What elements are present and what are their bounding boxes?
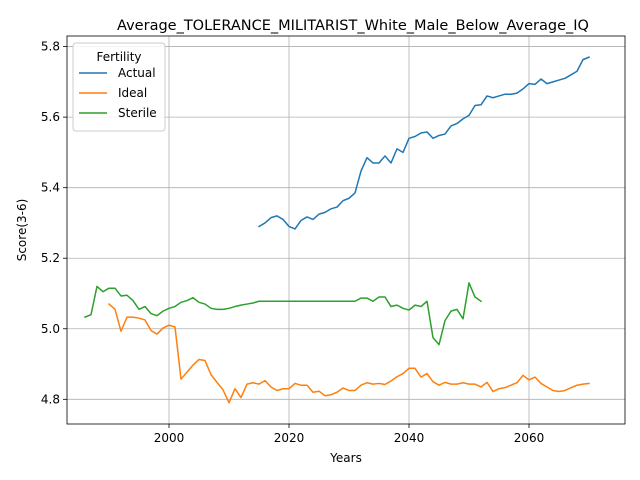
data-series: [84, 56, 590, 404]
y-tick-label: 5.8: [41, 40, 60, 54]
x-tick-label: 2060: [514, 431, 545, 445]
legend-title: Fertility: [96, 50, 141, 64]
y-tick-label: 5.2: [41, 251, 60, 265]
x-tick-label: 2000: [154, 431, 185, 445]
series-line-ideal: [107, 303, 590, 404]
y-tick-label: 5.6: [41, 110, 60, 124]
legend: Fertility Actual Ideal Sterile: [72, 42, 166, 132]
series-line-actual: [257, 56, 590, 230]
y-tick-label: 4.8: [41, 392, 60, 406]
y-tick-label: 5.0: [41, 322, 60, 336]
x-tick-label: 2020: [274, 431, 305, 445]
x-tick-label: 2040: [394, 431, 425, 445]
series-line-sterile: [84, 282, 483, 346]
chart-title: Average_TOLERANCE_MILITARIST_White_Male_…: [117, 18, 589, 34]
x-axis-label: Years: [329, 451, 362, 465]
legend-box: [72, 42, 166, 132]
legend-label-sterile: Sterile: [118, 106, 157, 120]
axis-ticks: 2000 2020 2040 2060 4.8 5.0 5.2 5.4 5.6 5.8: [41, 40, 544, 445]
y-axis-label: Score(3-6): [15, 199, 29, 262]
y-tick-label: 5.4: [41, 181, 60, 195]
plot-area-frame: [66, 35, 626, 425]
legend-label-actual: Actual: [118, 66, 156, 80]
legend-label-ideal: Ideal: [118, 86, 147, 100]
